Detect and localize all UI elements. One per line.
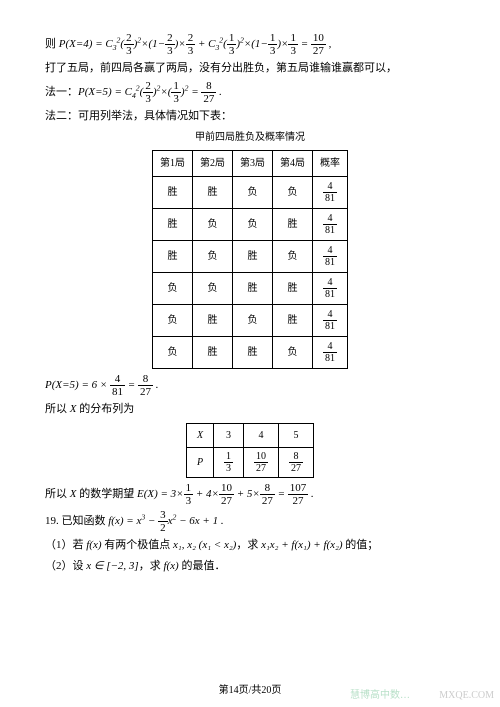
- text-line-6: 所以 X 的分布列为: [45, 400, 455, 419]
- problem-19-1: （1）若 f(x) 有两个极值点 x₁, x₂ (x₁ < x₂)，求 x₁x₂…: [45, 536, 455, 555]
- problem-19: 19. 已知函数 f(x) = x3 − 32x2 − 6x + 1 .: [45, 509, 455, 534]
- th-col4: 第4局: [273, 150, 313, 176]
- th-col2: 第2局: [193, 150, 233, 176]
- distribution-table: X 3 4 5 P 13 1027 827: [186, 423, 314, 478]
- watermark-right: MXQE.COM: [439, 687, 494, 704]
- text-line-2: 打了五局，前四局各赢了两局，没有分出胜负，第五局谁输谁赢都可以，: [45, 59, 455, 78]
- formula-line-7: 所以 X 的数学期望 E(X) = 3×13 + 4×1027 + 5×827 …: [45, 482, 455, 507]
- formula-line-3: 法一：P(X=5) = C42(23)2×(13)2 = 827 .: [45, 80, 455, 105]
- page-footer: 第14页/共20页: [0, 682, 500, 699]
- table-caption-1: 甲前四局胜负及概率情况: [45, 129, 455, 146]
- problem-19-2: （2）设 x ∈ [−2, 3]，求 f(x) 的最值．: [45, 557, 455, 576]
- formula-line-1: 则 P(X=4) = C32(23)2×(1−23)×23 + C32(13)2…: [45, 32, 455, 57]
- formula-line-5: P(X=5) = 6 × 481 = 827 .: [45, 373, 455, 398]
- text-line-4: 法二：可用列举法，具体情况如下表：: [45, 107, 455, 126]
- th-col1: 第1局: [153, 150, 193, 176]
- page-container: 则 P(X=4) = C32(23)2×(1−23)×23 + C32(13)2…: [0, 0, 500, 707]
- th-col3: 第3局: [233, 150, 273, 176]
- outcome-table: 第1局 第2局 第3局 第4局 概率 胜胜负负481 胜负负胜481 胜负胜负4…: [152, 150, 348, 369]
- watermark-left: 慧博高中数…: [350, 687, 410, 704]
- th-prob: 概率: [313, 150, 348, 176]
